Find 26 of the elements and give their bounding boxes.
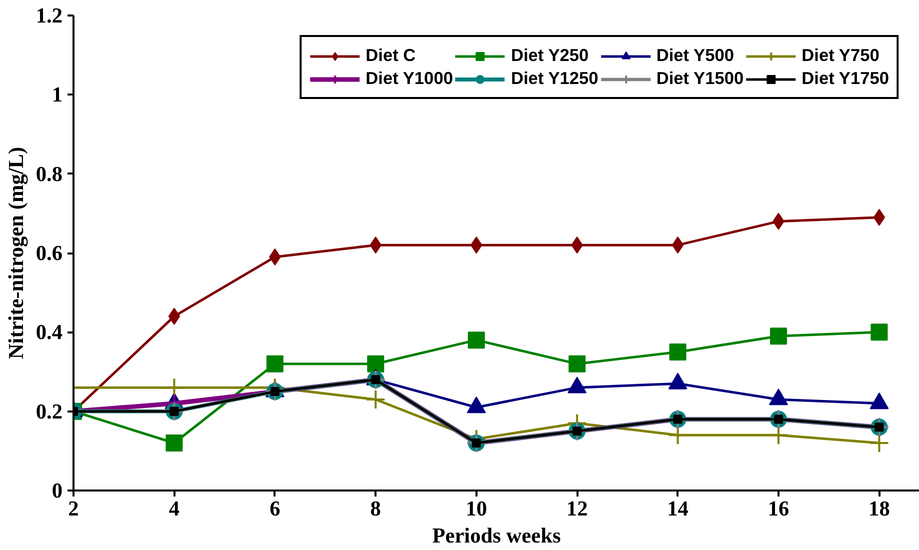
y-tick-label: 0	[52, 478, 63, 502]
x-axis-title: Periods weeks	[432, 524, 561, 548]
x-tick-label: 14	[667, 496, 689, 520]
legend-label: Diet Y1000	[366, 68, 453, 89]
x-tick-label: 2	[68, 496, 79, 520]
x-tick-label: 16	[768, 496, 790, 520]
legend-label: Diet Y1500	[656, 68, 744, 89]
y-tick-label: 0.6	[36, 241, 63, 265]
x-tick-label: 4	[168, 496, 180, 520]
legend-label: Diet C	[366, 45, 416, 66]
x-tick-label: 12	[566, 496, 588, 520]
legend-label: Diet Y500	[656, 45, 734, 66]
y-axis-title: Nitrite-nitrogen (mg/L)	[4, 146, 28, 360]
x-tick-label: 10	[466, 496, 488, 520]
y-tick-label: 1.2	[36, 4, 63, 28]
legend-label: Diet Y750	[802, 45, 880, 66]
legend-label: Diet Y1750	[802, 68, 889, 89]
y-tick-label: 0.8	[36, 162, 63, 186]
legend-label: Diet Y1250	[510, 68, 598, 89]
x-tick-label: 6	[270, 496, 281, 520]
y-tick-label: 0.2	[36, 399, 63, 424]
x-tick-label: 8	[370, 496, 381, 520]
y-tick-label: 1	[52, 82, 63, 107]
x-tick-label: 18	[868, 496, 890, 520]
legend-label: Diet Y250	[510, 45, 589, 66]
y-tick-label: 0.4	[36, 320, 63, 344]
